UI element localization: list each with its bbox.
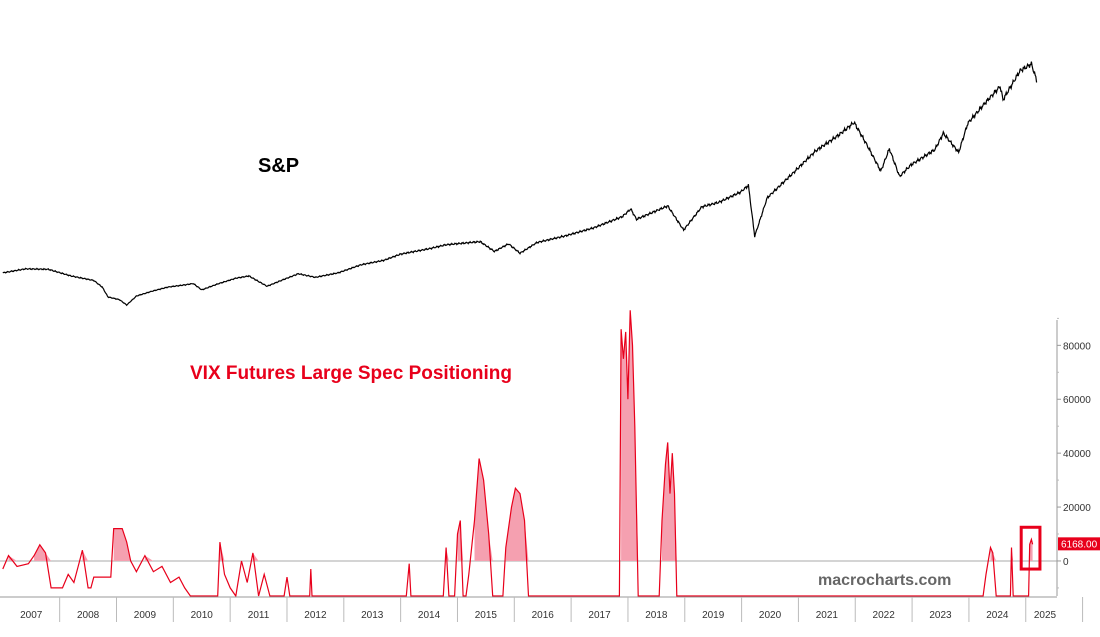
- x-tick-label: 2019: [702, 610, 725, 621]
- last-value-box: [1058, 537, 1100, 551]
- y-tick-label: 60000: [1063, 395, 1091, 406]
- x-tick-label: 2007: [20, 610, 43, 621]
- x-axis-ticks: 2007 2008 2009 2010 2011 2012 2013 2014 2015 2016…: [20, 597, 1084, 622]
- watermark: macrocharts.com: [818, 572, 951, 589]
- x-tick-label: 2011: [248, 610, 270, 621]
- x-tick-label: 2017: [588, 610, 611, 621]
- y-axis-ticks: 80000 60000 40000 20000 0: [1057, 317, 1091, 589]
- vix-positive-fill: [8, 310, 1033, 561]
- y-tick-label: 80000: [1063, 341, 1091, 352]
- x-tick-label: 2009: [134, 610, 157, 621]
- vix-line: [2, 310, 1034, 598]
- x-tick-label: 2008: [77, 610, 100, 621]
- x-tick-label: 2020: [759, 610, 782, 621]
- x-tick-label: 2024: [986, 610, 1009, 621]
- x-tick-label: 2021: [816, 610, 839, 621]
- last-value-label: 6168.00: [1061, 539, 1098, 550]
- x-tick-label: 2025: [1034, 610, 1057, 621]
- x-tick-label: 2012: [304, 610, 327, 621]
- x-tick-label: 2013: [361, 610, 384, 621]
- vix-series-label: VIX Futures Large Spec Positioning: [190, 363, 512, 384]
- x-tick-label: 2014: [418, 610, 441, 621]
- x-tick-label: 2016: [532, 610, 555, 621]
- x-tick-label: 2022: [873, 610, 896, 621]
- x-tick-label: 2023: [929, 610, 952, 621]
- sp-series-label: S&P: [258, 155, 299, 177]
- y-tick-label: 20000: [1063, 503, 1091, 514]
- x-tick-label: 2018: [645, 610, 668, 621]
- highlight-box: [1019, 525, 1042, 571]
- sp-line: [2, 61, 1038, 307]
- x-tick-label: 2010: [191, 610, 214, 621]
- x-tick-label: 2015: [475, 610, 498, 621]
- last-value-tag: 6168.00: [1058, 537, 1100, 551]
- y-tick-label: 40000: [1063, 449, 1091, 460]
- y-tick-label: 0: [1063, 557, 1069, 568]
